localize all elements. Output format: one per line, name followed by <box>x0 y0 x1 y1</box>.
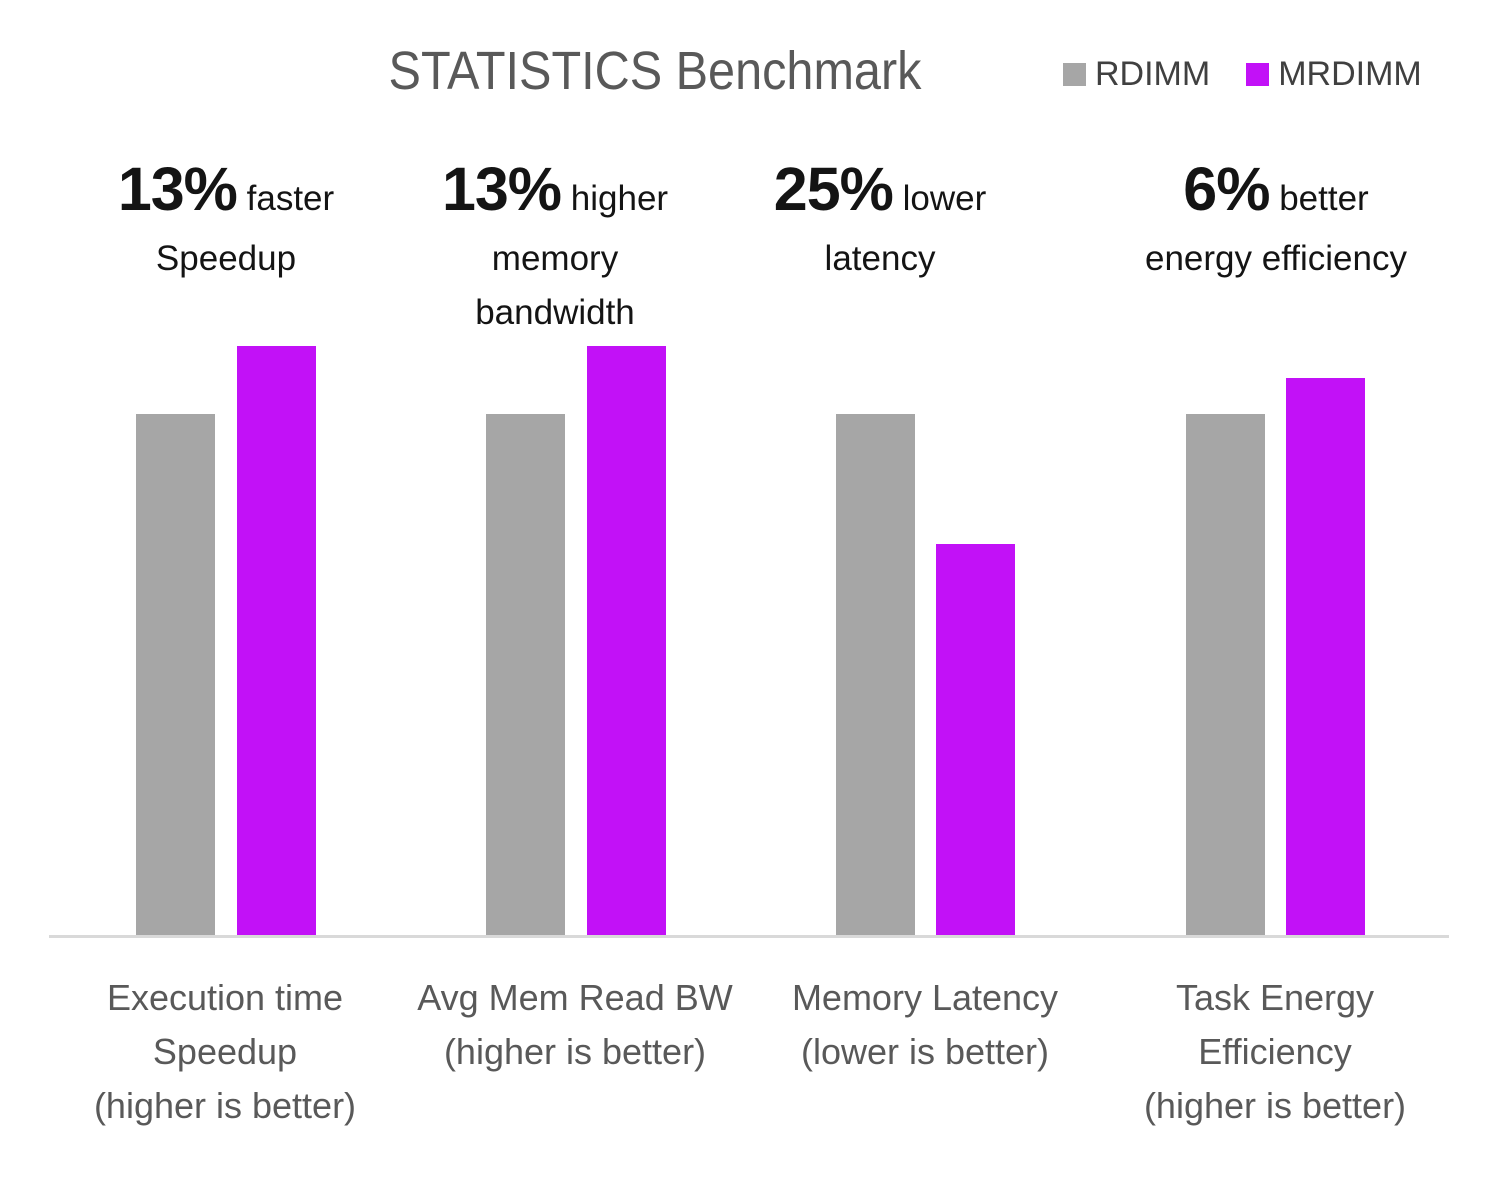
plot-area <box>0 310 1500 935</box>
legend: RDIMM MRDIMM <box>1063 55 1422 94</box>
legend-label-rdimm: RDIMM <box>1095 55 1211 93</box>
annotation-latency: 25% lower latency <box>710 156 1050 286</box>
category-label-line: (higher is better) <box>1143 1085 1407 1126</box>
chart-title: STATISTICS Benchmark <box>388 41 922 101</box>
annotation-speedup: 13% faster Speedup <box>56 156 396 286</box>
annotation-line: bandwidth <box>475 293 635 332</box>
annotation-value: 13% <box>441 155 562 223</box>
category-label-execution-time-speedup: Execution time Speedup (higher is better… <box>45 971 405 1133</box>
category-label-memory-latency: Memory Latency (lower is better) <box>745 971 1105 1079</box>
bar-mrdimm-memory-latency <box>936 544 1015 935</box>
category-label-line: (higher is better) <box>93 1085 357 1126</box>
category-label-line: Execution time <box>106 977 344 1018</box>
annotation-value: 13% <box>117 155 238 223</box>
category-label-line: Speedup <box>152 1031 298 1072</box>
annotation-headline: 13% faster <box>56 156 396 232</box>
annotation-headline: 25% lower <box>710 156 1050 232</box>
category-label-line: Memory Latency <box>791 977 1059 1018</box>
category-label-line: (lower is better) <box>800 1031 1050 1072</box>
annotation-value: 25% <box>773 155 894 223</box>
bar-rdimm-execution-time-speedup <box>136 414 215 935</box>
annotation-headline: 13% higher <box>385 156 725 232</box>
annotation-qualifier: better <box>1279 179 1369 218</box>
annotation-line: Speedup <box>155 239 297 278</box>
annotation-qualifier: lower <box>902 179 987 218</box>
category-label-line: Avg Mem Read BW <box>417 977 733 1018</box>
bar-mrdimm-task-energy-efficiency <box>1286 378 1365 935</box>
bar-rdimm-memory-latency <box>836 414 915 935</box>
bar-mrdimm-execution-time-speedup <box>237 346 316 935</box>
bar-rdimm-task-energy-efficiency <box>1186 414 1265 935</box>
annotation-line: latency <box>824 239 936 278</box>
category-label-line: Task Energy <box>1175 977 1375 1018</box>
annotation-value: 6% <box>1183 155 1270 223</box>
annotation-qualifier: faster <box>246 179 335 218</box>
annotation-qualifier: higher <box>570 179 669 218</box>
category-label-line: (higher is better) <box>443 1031 707 1072</box>
rdimm-color-swatch-icon <box>1063 63 1086 86</box>
legend-item-rdimm: RDIMM <box>1063 55 1210 94</box>
annotation-memory-bandwidth: 13% higher memory bandwidth <box>385 156 725 340</box>
bar-rdimm-avg-mem-read-bw <box>486 414 565 935</box>
mrdimm-color-swatch-icon <box>1246 63 1270 86</box>
bar-mrdimm-avg-mem-read-bw <box>587 346 666 935</box>
annotation-headline: 6% better <box>1076 156 1476 232</box>
annotation-energy-efficiency: 6% better energy efficiency <box>1076 156 1476 286</box>
x-axis-line <box>49 935 1449 938</box>
annotation-line: energy efficiency <box>1144 239 1407 278</box>
category-label-avg-mem-read-bw: Avg Mem Read BW (higher is better) <box>395 971 755 1079</box>
annotation-line: memory <box>491 239 619 278</box>
category-label-line: Efficiency <box>1198 1031 1352 1072</box>
legend-label-mrdimm: MRDIMM <box>1278 55 1422 93</box>
category-label-task-energy-efficiency: Task Energy Efficiency (higher is better… <box>1095 971 1455 1133</box>
legend-item-mrdimm: MRDIMM <box>1246 55 1422 94</box>
